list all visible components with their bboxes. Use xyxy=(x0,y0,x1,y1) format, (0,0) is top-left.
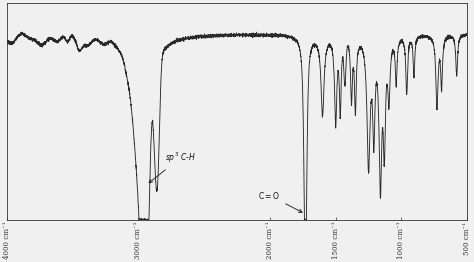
Text: C$=$O: C$=$O xyxy=(258,190,302,212)
Text: $sp^3$ C-H: $sp^3$ C-H xyxy=(149,151,196,183)
